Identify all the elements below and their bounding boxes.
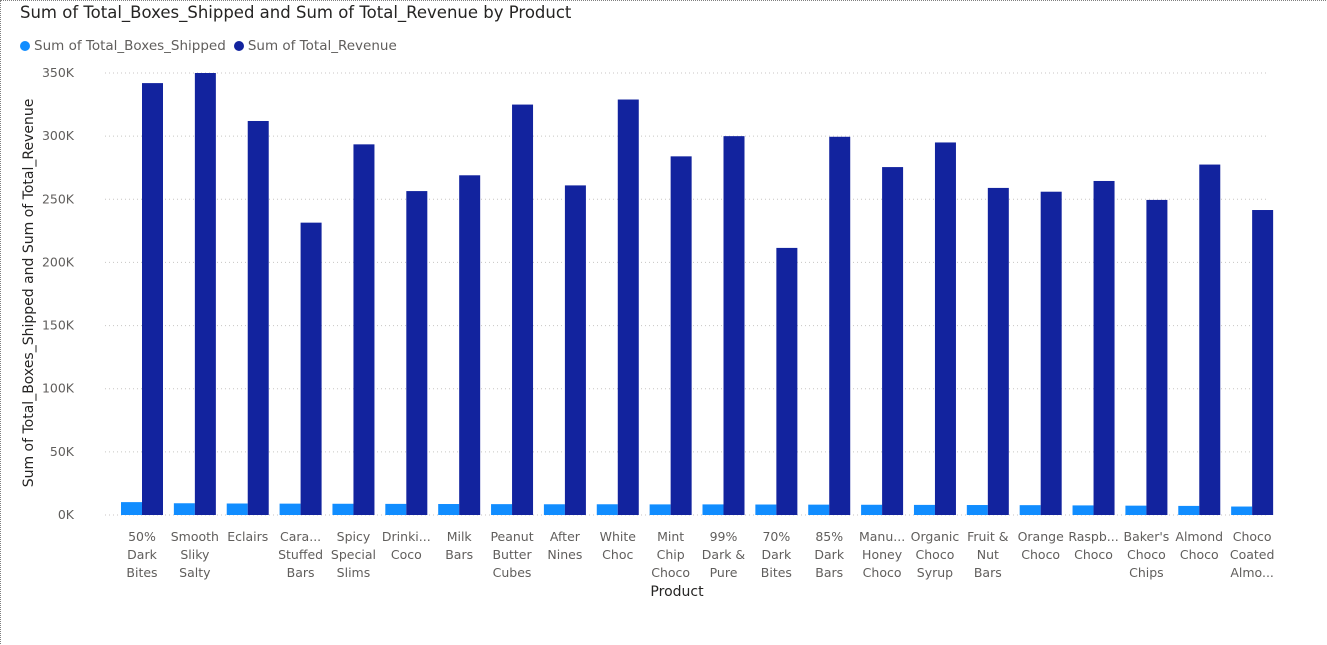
y-tick-label: 250K	[42, 191, 75, 206]
bar-total-revenue[interactable]	[1093, 180, 1115, 515]
bar-boxes-shipped[interactable]	[808, 504, 830, 515]
bars	[121, 73, 1274, 516]
y-tick-label: 150K	[42, 318, 75, 333]
y-tick-label: 200K	[42, 254, 75, 269]
bar-boxes-shipped[interactable]	[121, 502, 142, 515]
bar-total-revenue[interactable]	[1252, 210, 1274, 515]
bar-total-revenue[interactable]	[670, 156, 692, 515]
y-axis-title: Sum of Total_Boxes_Shipped and Sum of To…	[21, 99, 37, 488]
x-tick-label: Smooth Sliky Salty	[171, 529, 219, 580]
bar-boxes-shipped[interactable]	[755, 504, 777, 515]
bar-total-revenue[interactable]	[194, 73, 216, 515]
bar-total-revenue[interactable]	[512, 104, 534, 516]
x-tick-label: Almond Choco	[1175, 529, 1223, 562]
legend-marker-boxes-shipped	[20, 41, 30, 51]
x-tick-label: 50% Dark Bites	[126, 529, 157, 580]
y-tick-label: 300K	[42, 128, 75, 143]
bar-boxes-shipped[interactable]	[385, 503, 407, 515]
x-tick-label: White Choc	[600, 529, 637, 562]
x-tick-label: Milk Bars	[445, 529, 473, 562]
x-tick-label: Cara... Stuffed Bars	[278, 529, 323, 580]
legend: Sum of Total_Boxes_Shipped Sum of Total_…	[20, 38, 405, 54]
bar-boxes-shipped[interactable]	[543, 504, 565, 515]
bar-total-revenue[interactable]	[723, 136, 745, 515]
y-axis-ticks: 0K 50K 100K 150K 200K 250K 300K 350K	[42, 65, 75, 522]
bar-boxes-shipped[interactable]	[332, 503, 354, 515]
bar-total-revenue[interactable]	[1146, 199, 1168, 515]
legend-item-boxes-shipped[interactable]: Sum of Total_Boxes_Shipped	[20, 38, 226, 54]
x-tick-label: 99% Dark & Pure	[702, 529, 746, 580]
x-axis-ticks: 50% Dark Bites Smooth Sliky Salty Eclairs Cara.…	[126, 529, 1274, 580]
bar-total-revenue[interactable]	[987, 187, 1009, 516]
bar-total-revenue[interactable]	[142, 83, 163, 516]
x-tick-label: 70% Dark Bites	[761, 529, 792, 580]
bar-total-revenue[interactable]	[406, 191, 428, 515]
bar-boxes-shipped[interactable]	[702, 504, 724, 515]
bar-total-revenue[interactable]	[882, 167, 904, 515]
bar-boxes-shipped[interactable]	[226, 503, 248, 515]
bar-boxes-shipped[interactable]	[1019, 505, 1041, 515]
bar-total-revenue[interactable]	[564, 185, 586, 515]
legend-item-total-revenue[interactable]: Sum of Total_Revenue	[233, 38, 397, 54]
bar-boxes-shipped[interactable]	[1072, 505, 1094, 515]
bar-boxes-shipped[interactable]	[596, 504, 618, 515]
x-tick-label: Baker's Choco Chips	[1124, 529, 1170, 580]
y-tick-label: 100K	[42, 381, 75, 396]
bar-total-revenue[interactable]	[459, 175, 481, 515]
x-tick-label: Fruit & Nut Bars	[967, 529, 1009, 580]
bar-total-revenue[interactable]	[776, 247, 798, 516]
bar-total-revenue[interactable]	[934, 142, 956, 515]
bar-total-revenue[interactable]	[247, 120, 269, 515]
x-tick-label: Mint Chip Choco	[651, 529, 690, 580]
y-tick-label: 350K	[42, 65, 75, 80]
bar-boxes-shipped[interactable]	[861, 504, 883, 515]
x-tick-label: Spicy Special Slims	[331, 529, 376, 580]
x-tick-label: Manu... Honey Choco	[859, 529, 905, 580]
bar-total-revenue[interactable]	[300, 222, 322, 516]
x-tick-label: Choco Coated Almo...	[1230, 529, 1275, 580]
x-tick-label: Peanut Butter Cubes	[490, 529, 533, 580]
y-tick-label: 0K	[58, 507, 75, 522]
bar-total-revenue[interactable]	[1199, 164, 1221, 516]
bar-boxes-shipped[interactable]	[279, 503, 301, 515]
bar-boxes-shipped[interactable]	[1125, 505, 1147, 515]
chart-title: Sum of Total_Boxes_Shipped and Sum of To…	[20, 3, 572, 22]
x-tick-label: Raspb... Choco	[1068, 529, 1118, 562]
bar-total-revenue[interactable]	[829, 136, 851, 515]
bar-total-revenue[interactable]	[617, 99, 639, 516]
x-tick-label: Organic Choco Syrup	[911, 529, 960, 580]
x-axis-title: Product	[650, 584, 704, 600]
bar-boxes-shipped[interactable]	[173, 503, 195, 515]
legend-marker-total-revenue	[233, 41, 244, 51]
x-tick-label: Orange Choco	[1018, 529, 1064, 562]
y-tick-label: 50K	[50, 444, 75, 459]
bar-total-revenue[interactable]	[1040, 191, 1062, 516]
x-tick-label: Drinki... Coco	[382, 529, 431, 562]
bar-boxes-shipped[interactable]	[649, 504, 671, 515]
bar-total-revenue[interactable]	[353, 144, 375, 515]
x-tick-label: After Nines	[547, 529, 582, 562]
bar-boxes-shipped[interactable]	[1178, 505, 1200, 515]
x-tick-label: Eclairs	[227, 529, 268, 544]
bar-boxes-shipped[interactable]	[438, 504, 460, 515]
bar-boxes-shipped[interactable]	[491, 504, 513, 515]
bar-boxes-shipped[interactable]	[966, 505, 988, 515]
legend-label-total-revenue: Sum of Total_Revenue	[247, 38, 397, 54]
bar-boxes-shipped[interactable]	[1231, 506, 1253, 515]
x-tick-label: 85% Dark Bars	[814, 529, 844, 580]
bar-boxes-shipped[interactable]	[913, 504, 935, 515]
legend-label-boxes-shipped: Sum of Total_Boxes_Shipped	[34, 38, 226, 54]
